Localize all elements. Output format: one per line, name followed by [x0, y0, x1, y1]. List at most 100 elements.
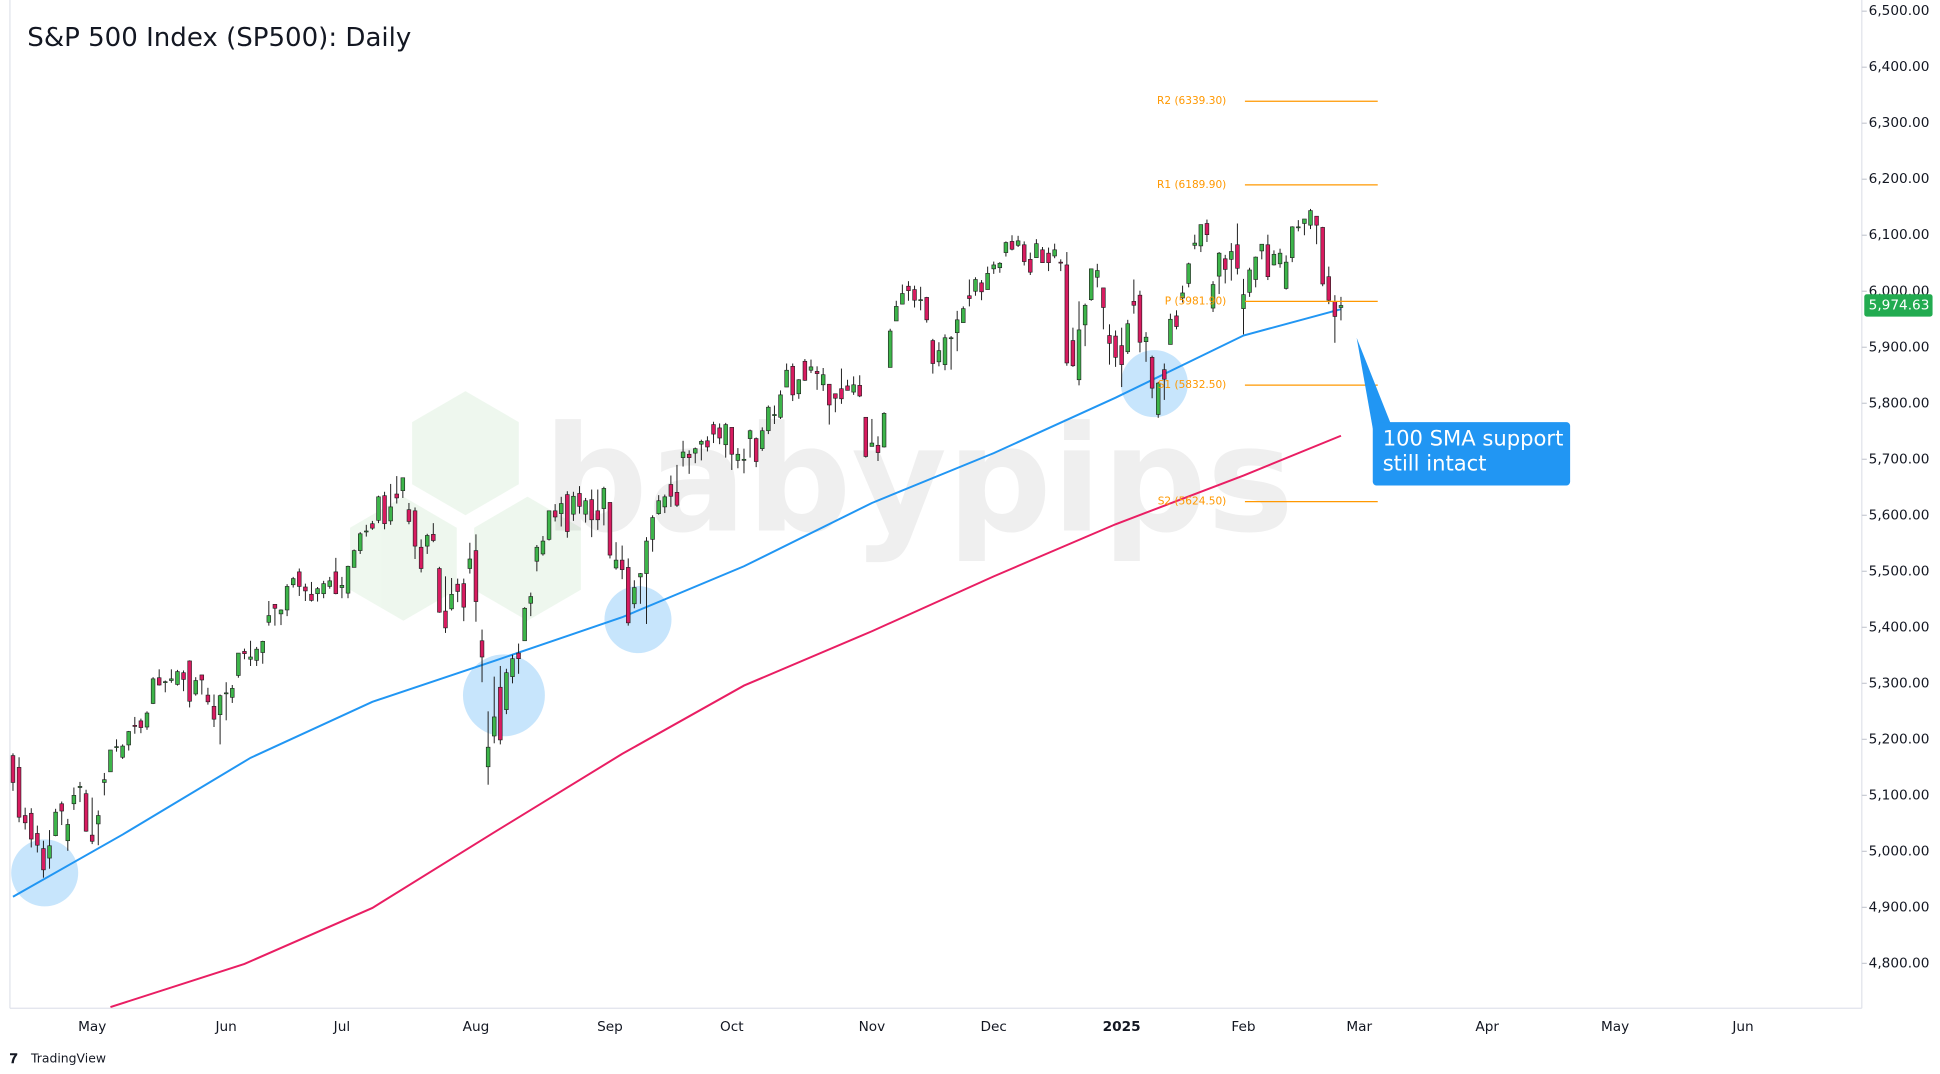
- candle-body: [504, 672, 509, 710]
- candle-body: [626, 567, 631, 624]
- x-tick-label: Nov: [859, 1019, 886, 1035]
- candle-body: [297, 571, 302, 587]
- candle-body: [376, 496, 381, 521]
- candle-body: [991, 264, 996, 270]
- candle-body: [242, 651, 247, 654]
- plot: R2 (6339.30) R1 (6189.90) P (5981.90) S1 (5…: [10, 95, 1378, 1009]
- candle-body: [406, 509, 412, 522]
- candle-body: [942, 337, 948, 365]
- last-price-label: 5,974.63: [1869, 297, 1930, 313]
- candle-body: [132, 725, 138, 727]
- moving-average-line: [110, 434, 1342, 1009]
- candle-body: [540, 540, 546, 555]
- annotation-text: 100 SMA support: [1383, 426, 1564, 451]
- x-tick-label: 2025: [1103, 1019, 1141, 1035]
- candle-body: [1235, 244, 1240, 269]
- candle-body: [187, 660, 192, 702]
- candle-body: [1119, 345, 1124, 365]
- candle-body: [814, 371, 820, 374]
- x-tick-label: Sep: [597, 1019, 623, 1035]
- candle-body: [370, 523, 375, 529]
- x-tick-label: Jul: [333, 1019, 350, 1035]
- candle-body: [266, 615, 272, 623]
- candle-body: [1229, 251, 1234, 260]
- candle-body: [1113, 335, 1118, 358]
- candle-body: [601, 488, 607, 509]
- candle-body: [528, 596, 533, 604]
- candle-body: [1168, 318, 1173, 345]
- candle-body: [345, 565, 351, 594]
- candle-body: [510, 658, 515, 677]
- y-tick-label: 6,200.00: [1869, 171, 1930, 187]
- candle-body: [613, 559, 619, 569]
- candle-body: [869, 442, 875, 447]
- candle-body: [193, 680, 198, 695]
- candle-body: [887, 330, 893, 368]
- candle-body: [729, 427, 734, 455]
- candle-body: [577, 493, 582, 507]
- candle-body: [199, 674, 205, 681]
- candle-body: [492, 716, 497, 737]
- pivot-label: S1 (5832.50): [1158, 379, 1227, 391]
- candle-body: [699, 441, 704, 445]
- candle-body: [930, 340, 936, 364]
- candle-body: [693, 448, 698, 454]
- candle-body: [321, 583, 326, 595]
- footer: 𝟕 TradingView: [10, 1051, 106, 1068]
- candle-body: [1052, 249, 1057, 257]
- y-tick-label: 6,300.00: [1869, 115, 1930, 131]
- x-tick-label: Jun: [1731, 1019, 1753, 1035]
- candle-body: [254, 648, 259, 661]
- candle-body: [22, 815, 28, 824]
- candle-body: [498, 686, 503, 741]
- candle-body: [144, 712, 150, 728]
- candle-body: [1277, 252, 1283, 265]
- y-tick-label: 6,400.00: [1869, 59, 1930, 75]
- candle-body: [59, 803, 64, 812]
- candle-body: [961, 308, 966, 323]
- candle-body: [589, 499, 594, 521]
- candle-body: [327, 580, 332, 587]
- candle-body: [656, 500, 661, 514]
- y-tick-label: 5,100.00: [1869, 787, 1930, 803]
- candle-body: [948, 337, 954, 340]
- candle-body: [1241, 294, 1246, 309]
- candle-body: [747, 430, 753, 439]
- candle-body: [973, 279, 978, 292]
- candle-body: [808, 366, 814, 371]
- candle-body: [394, 493, 399, 499]
- candle-body: [1253, 256, 1258, 280]
- candle-body: [71, 795, 77, 805]
- x-tick-label: Jun: [215, 1019, 237, 1035]
- candle-body: [1308, 210, 1313, 226]
- footer-logo: 𝟕: [10, 1051, 18, 1067]
- candle-body: [278, 609, 284, 615]
- candle-body: [309, 593, 314, 601]
- candle-body: [1137, 294, 1143, 343]
- candle-body: [1210, 284, 1216, 309]
- candle-body: [16, 767, 22, 818]
- candle-body: [10, 755, 16, 783]
- candle-body: [857, 385, 862, 397]
- candle-body: [77, 786, 83, 788]
- pivot-label: P (5981.90): [1165, 295, 1227, 307]
- x-tick-label: Feb: [1231, 1019, 1255, 1035]
- candle-body: [156, 677, 162, 686]
- candle-body: [211, 705, 217, 720]
- candle-body: [753, 438, 759, 462]
- candle-body: [680, 451, 686, 458]
- candle-body: [839, 388, 844, 400]
- candle-body: [1125, 323, 1130, 353]
- candle-body: [1216, 252, 1222, 277]
- candle-body: [1089, 268, 1094, 300]
- candle-body: [223, 692, 229, 695]
- candle-body: [1259, 243, 1264, 252]
- chart-title: S&P 500 Index (SP500): Daily: [27, 23, 411, 53]
- candle-body: [1204, 223, 1210, 235]
- candle-body: [1198, 224, 1204, 247]
- annotation-text: still intact: [1383, 450, 1487, 475]
- candle-body: [1290, 226, 1295, 258]
- candle-body: [455, 583, 460, 592]
- candle-body: [47, 845, 52, 859]
- y-tick-label: 6,100.00: [1869, 227, 1930, 243]
